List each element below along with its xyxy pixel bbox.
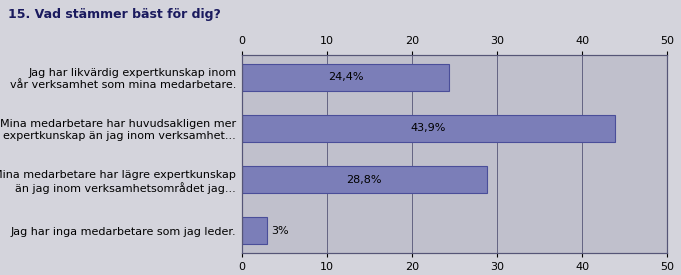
Bar — [242, 166, 487, 193]
Text: 43,9%: 43,9% — [411, 123, 446, 133]
Text: 15. Vad stämmer bäst för dig?: 15. Vad stämmer bäst för dig? — [8, 8, 221, 21]
Text: 28,8%: 28,8% — [347, 175, 382, 185]
Bar — [242, 64, 449, 90]
Text: 3%: 3% — [272, 226, 289, 236]
Bar — [242, 115, 616, 142]
Bar — [242, 218, 267, 244]
Text: 24,4%: 24,4% — [328, 72, 364, 82]
